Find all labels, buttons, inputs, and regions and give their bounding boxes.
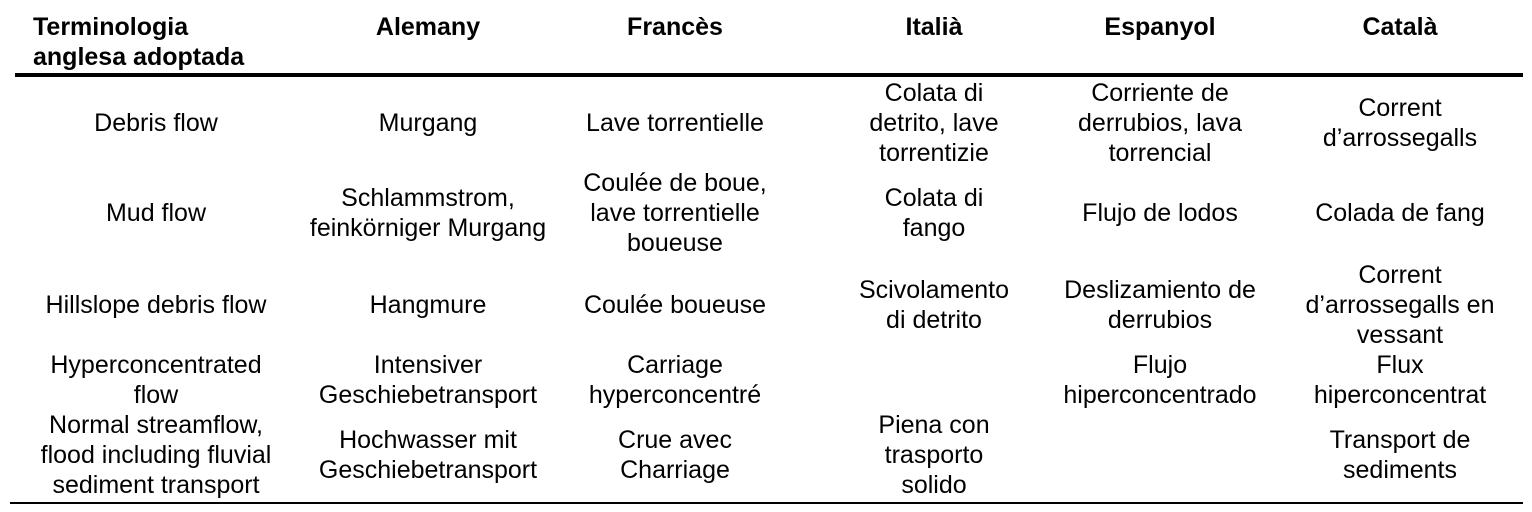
cell-catalan: d’arrossegalls en bbox=[1305, 291, 1495, 319]
cell-italian: di detrito bbox=[886, 306, 982, 334]
column-header-english: Terminologia bbox=[33, 13, 189, 41]
cell-english: flow bbox=[133, 381, 179, 409]
header-rule bbox=[15, 73, 1523, 77]
cell-german: Hangmure bbox=[369, 291, 487, 319]
cell-italian: Colata di bbox=[884, 79, 984, 107]
cell-german: Hochwasser mit bbox=[339, 426, 517, 454]
cell-french: Crue avec bbox=[618, 426, 732, 454]
column-header-catalan: Català bbox=[1362, 13, 1438, 41]
cell-catalan: Corrent bbox=[1358, 261, 1442, 289]
cell-italian: trasporto bbox=[884, 441, 984, 469]
cell-spanish: torrencial bbox=[1108, 139, 1212, 167]
cell-spanish: derrubios, lava bbox=[1078, 109, 1242, 137]
cell-catalan: vessant bbox=[1356, 321, 1444, 349]
cell-english: Mud flow bbox=[105, 199, 207, 227]
column-header-german: Alemany bbox=[375, 13, 481, 41]
cell-french: lave torrentielle bbox=[590, 199, 760, 227]
cell-italian: solido bbox=[901, 471, 967, 499]
cell-italian: Scivolamento bbox=[858, 276, 1010, 304]
cell-catalan: Transport de bbox=[1329, 426, 1471, 454]
cell-italian: Piena con bbox=[878, 411, 990, 439]
cell-italian: Colata di bbox=[884, 184, 984, 212]
column-header-french: Francès bbox=[627, 13, 723, 41]
cell-german: Geschiebetransport bbox=[318, 381, 538, 409]
cell-french: boueuse bbox=[627, 229, 723, 257]
column-header-english: anglesa adoptada bbox=[33, 43, 245, 71]
cell-german: Geschiebetransport bbox=[318, 456, 538, 484]
cell-french: Coulée de boue, bbox=[583, 169, 767, 197]
cell-french: Charriage bbox=[620, 456, 730, 484]
cell-catalan: hiperconcentrat bbox=[1313, 381, 1487, 409]
column-header-spanish: Espanyol bbox=[1104, 13, 1216, 41]
column-header-italian: Italià bbox=[905, 13, 963, 41]
cell-catalan: d’arrossegalls bbox=[1322, 124, 1478, 152]
cell-spanish: Deslizamiento de bbox=[1064, 276, 1256, 304]
cell-english: Hillslope debris flow bbox=[45, 291, 267, 319]
cell-english: Normal streamflow, bbox=[49, 411, 263, 439]
cell-english: Hyperconcentrated bbox=[50, 351, 262, 379]
cell-spanish: derrubios bbox=[1107, 306, 1213, 334]
cell-catalan: Flux bbox=[1376, 351, 1424, 379]
cell-spanish: Flujo bbox=[1132, 351, 1188, 379]
cell-german: Murgang bbox=[378, 109, 478, 137]
cell-spanish: Flujo de lodos bbox=[1082, 199, 1238, 227]
cell-french: Carriage bbox=[627, 351, 723, 379]
cell-catalan: Corrent bbox=[1358, 94, 1442, 122]
cell-german: Schlammstrom, bbox=[341, 184, 515, 212]
cell-spanish: Corriente de bbox=[1091, 79, 1229, 107]
cell-french: Coulée boueuse bbox=[583, 291, 767, 319]
cell-italian: detrito, lave bbox=[869, 109, 999, 137]
cell-english: Debris flow bbox=[94, 109, 218, 137]
cell-english: flood including fluvial bbox=[40, 441, 272, 469]
cell-italian: fango bbox=[902, 214, 966, 242]
bottom-rule bbox=[10, 502, 1523, 504]
cell-catalan: sediments bbox=[1343, 456, 1457, 484]
cell-german: Intensiver bbox=[373, 351, 483, 379]
cell-german: feinkörniger Murgang bbox=[309, 214, 547, 242]
cell-french: hyperconcentré bbox=[588, 381, 762, 409]
cell-french: Lave torrentielle bbox=[586, 109, 764, 137]
cell-spanish: hiperconcentrado bbox=[1063, 381, 1257, 409]
cell-catalan: Colada de fang bbox=[1315, 199, 1485, 227]
cell-english: sediment transport bbox=[52, 471, 260, 499]
cell-italian: torrentizie bbox=[879, 139, 989, 167]
